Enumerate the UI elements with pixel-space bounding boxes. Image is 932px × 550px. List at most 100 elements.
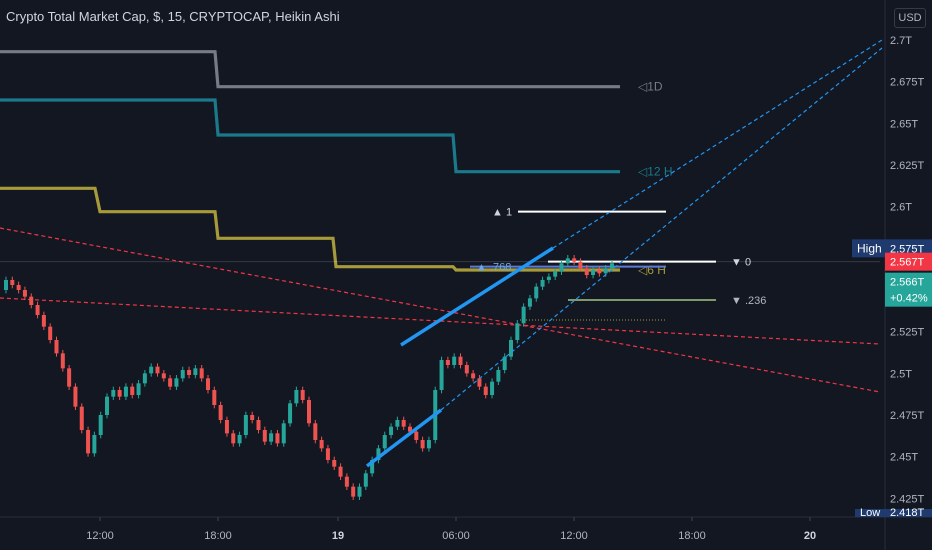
candle-down[interactable] <box>168 378 173 387</box>
candle-up[interactable] <box>376 448 381 460</box>
candle-down[interactable] <box>250 415 255 420</box>
candle-down[interactable] <box>212 390 217 405</box>
candle-down[interactable] <box>161 373 166 379</box>
candle-up[interactable] <box>237 435 242 444</box>
candle-down[interactable] <box>584 268 589 275</box>
candle-up[interactable] <box>136 383 141 395</box>
candle-down[interactable] <box>420 440 425 449</box>
candle-up[interactable] <box>294 390 299 404</box>
candle-down[interactable] <box>35 305 40 315</box>
candle-up[interactable] <box>357 486 362 497</box>
candle-up[interactable] <box>496 370 501 382</box>
candle-up[interactable] <box>502 356 507 370</box>
candle-up[interactable] <box>534 286 539 299</box>
candle-down[interactable] <box>445 360 450 365</box>
candle-up[interactable] <box>363 473 368 487</box>
candle-up[interactable] <box>515 323 520 340</box>
candle-up[interactable] <box>553 271 558 277</box>
currency-button[interactable]: USD <box>894 8 926 28</box>
candle-down[interactable] <box>29 296 34 305</box>
trendline-upper-solid[interactable] <box>400 246 554 347</box>
candle-down[interactable] <box>16 285 21 290</box>
level-line-1d[interactable] <box>0 50 620 89</box>
candle-up[interactable] <box>540 280 545 287</box>
candle-down[interactable] <box>155 366 160 374</box>
candle-up[interactable] <box>269 433 274 442</box>
candle-up[interactable] <box>281 423 286 444</box>
resistance-line-dashed[interactable] <box>0 227 881 393</box>
candle-down[interactable] <box>477 378 482 387</box>
candle-down[interactable] <box>344 476 349 487</box>
candle-down[interactable] <box>313 423 318 440</box>
candle-up[interactable] <box>370 460 375 474</box>
candle-up[interactable] <box>439 360 444 390</box>
candle-down[interactable] <box>187 370 192 375</box>
candle-up[interactable] <box>452 356 457 365</box>
candle-up[interactable] <box>180 370 185 379</box>
candle-down[interactable] <box>597 270 602 274</box>
level-line-12h[interactable] <box>0 98 620 174</box>
candle-down[interactable] <box>67 368 72 387</box>
candle-down[interactable] <box>79 406 84 430</box>
candle-up[interactable] <box>546 276 551 280</box>
candle-up[interactable] <box>382 435 387 449</box>
candle-down[interactable] <box>86 430 91 454</box>
candle-up[interactable] <box>509 340 513 357</box>
candle-down[interactable] <box>351 486 356 497</box>
level-line-6h[interactable] <box>0 186 620 272</box>
candle-down[interactable] <box>262 430 267 442</box>
candle-down[interactable] <box>54 340 59 354</box>
candle-up[interactable] <box>92 435 97 454</box>
trendline-lower-solid[interactable] <box>365 408 443 468</box>
candle-down[interactable] <box>130 386 135 395</box>
candle-down[interactable] <box>483 386 488 395</box>
candle-down[interactable] <box>572 258 577 262</box>
candle-up[interactable] <box>4 280 8 290</box>
candle-down[interactable] <box>300 390 305 400</box>
candle-down[interactable] <box>206 378 210 390</box>
candle-down[interactable] <box>471 373 476 379</box>
candle-up[interactable] <box>123 386 128 397</box>
candle-up[interactable] <box>610 263 614 269</box>
candle-up[interactable] <box>591 270 596 275</box>
candle-down[interactable] <box>401 420 406 427</box>
candle-down[interactable] <box>73 386 78 407</box>
candle-down[interactable] <box>319 440 324 449</box>
candle-down[interactable] <box>48 326 53 340</box>
candle-down[interactable] <box>338 466 343 477</box>
candle-up[interactable] <box>174 378 179 387</box>
candle-down[interactable] <box>458 356 463 365</box>
candle-down[interactable] <box>408 426 412 432</box>
candle-down[interactable] <box>218 405 223 420</box>
candle-up[interactable] <box>603 268 608 274</box>
candle-down[interactable] <box>256 420 261 430</box>
candle-up[interactable] <box>527 298 532 307</box>
candle-up[interactable] <box>559 263 564 272</box>
candle-down[interactable] <box>41 315 46 327</box>
candle-down[interactable] <box>578 261 583 269</box>
candle-up[interactable] <box>142 373 147 384</box>
candle-up[interactable] <box>389 426 394 435</box>
candle-down[interactable] <box>224 420 229 434</box>
candle-down[interactable] <box>231 433 236 444</box>
candle-up[interactable] <box>105 396 109 415</box>
candle-down[interactable] <box>332 460 337 467</box>
candle-up[interactable] <box>111 390 116 397</box>
candle-up[interactable] <box>395 420 400 427</box>
candle-up[interactable] <box>193 368 198 375</box>
candle-up[interactable] <box>490 381 495 395</box>
candle-down[interactable] <box>307 400 311 424</box>
trendline-upper-dashed[interactable] <box>552 39 883 249</box>
candle-down[interactable] <box>22 290 27 297</box>
candle-down[interactable] <box>414 431 419 440</box>
candle-down[interactable] <box>275 433 280 444</box>
candle-down[interactable] <box>10 280 15 285</box>
candle-down[interactable] <box>117 390 122 397</box>
candle-down[interactable] <box>464 365 469 374</box>
candle-up[interactable] <box>426 440 431 449</box>
candle-up[interactable] <box>521 306 526 324</box>
candle-up[interactable] <box>243 415 248 435</box>
candle-down[interactable] <box>199 368 204 379</box>
candle-up[interactable] <box>565 258 570 264</box>
